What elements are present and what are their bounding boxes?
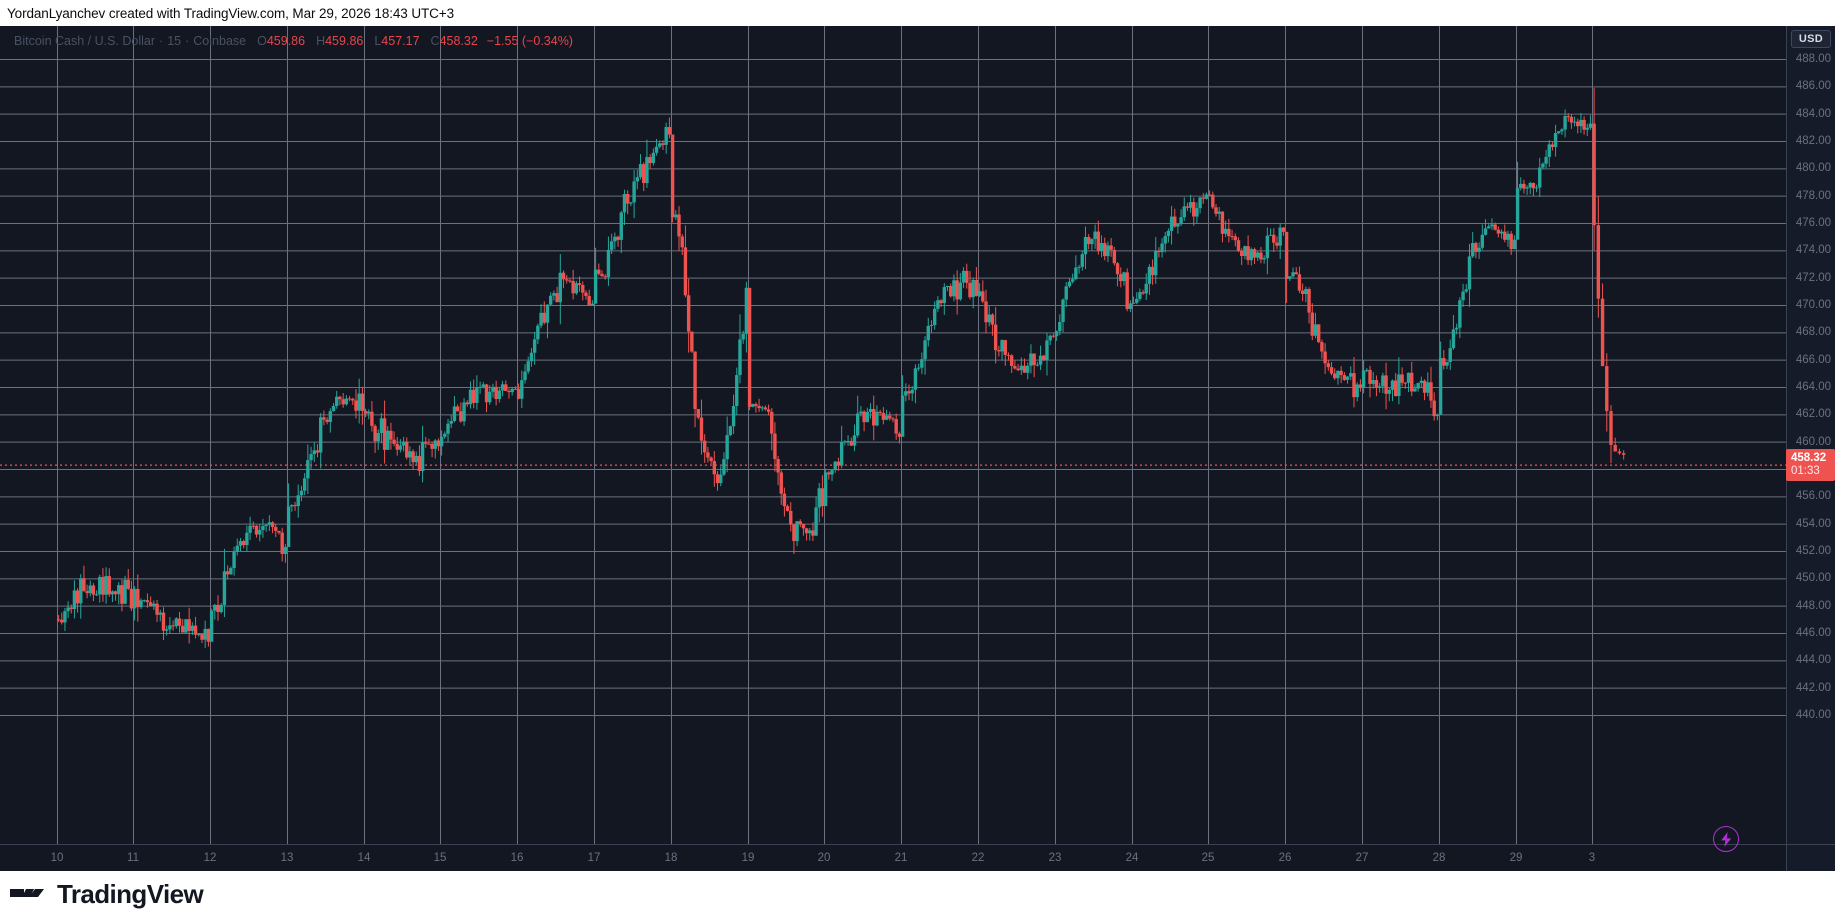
time-axis-tick: 22 (971, 852, 985, 864)
price-axis-tick: 476.00 (1795, 217, 1831, 229)
currency-badge[interactable]: USD (1790, 30, 1831, 48)
price-axis-tick: 488.00 (1795, 53, 1831, 65)
time-axis[interactable]: 10 11 12 13 14 15 16 17 18 19 20 21 22 23 24 25 26 27 28 29… (0, 844, 1786, 871)
tradingview-wordmark: TradingView (57, 878, 204, 909)
lightning-bolt-icon[interactable] (1713, 826, 1739, 852)
time-axis-tick: 11 (127, 852, 139, 864)
price-axis-tick: 470.00 (1795, 299, 1831, 311)
chart-frame[interactable]: Bitcoin Cash / U.S. Dollar · 15 · Coinba… (0, 26, 1835, 871)
time-axis-tick: 17 (587, 852, 601, 864)
price-axis-tick: 474.00 (1795, 244, 1831, 257)
time-axis-tick: 26 (1278, 852, 1292, 864)
price-axis-tick: 452.00 (1795, 545, 1831, 557)
price-axis-tick: 478.00 (1795, 189, 1831, 202)
time-axis-tick: 3 (1588, 852, 1596, 864)
price-axis-tick: 450.00 (1795, 572, 1831, 585)
price-axis-tick: 466.00 (1795, 353, 1831, 366)
axis-corner (1786, 844, 1835, 871)
bar-countdown: 01:33 (1791, 464, 1820, 477)
lightning-glyph (1720, 831, 1731, 847)
tradingview-logo-icon (10, 889, 44, 897)
price-axis-tick: 484.00 (1795, 107, 1831, 120)
price-axis[interactable]: USD 488.00 486.00 484.00 482.00 480.00 478.00… (1786, 26, 1835, 871)
time-axis-tick: 25 (1201, 852, 1215, 864)
price-axis-tick: 486.00 (1795, 80, 1831, 93)
time-axis-tick: 15 (433, 852, 447, 864)
price-axis-tick: 460.00 (1795, 435, 1831, 448)
price-axis-tick: 468.00 (1795, 326, 1831, 339)
price-axis-tick: 456.00 (1795, 490, 1831, 503)
price-axis-tick: 444.00 (1795, 654, 1831, 667)
price-axis-tick: 472.00 (1795, 271, 1831, 284)
tradingview-brand-bar: TradingView (0, 871, 1835, 917)
time-axis-tick: 16 (510, 852, 524, 864)
time-axis-tick: 12 (203, 852, 217, 864)
price-axis-tick: 448.00 (1795, 599, 1831, 612)
price-axis-tick: 482.00 (1795, 135, 1831, 147)
time-axis-tick: 29 (1509, 852, 1523, 864)
time-axis-tick: 19 (741, 852, 755, 864)
attribution-bar: YordanLyanchev created with TradingView.… (0, 0, 1835, 26)
candle-series (56, 87, 1626, 648)
grid-lines (0, 26, 1786, 844)
chart-plot-area[interactable] (0, 26, 1786, 844)
price-axis-tick: 462.00 (1795, 408, 1831, 421)
time-axis-tick: 14 (357, 852, 371, 864)
price-axis-tick: 442.00 (1795, 681, 1831, 694)
time-axis-tick: 28 (1432, 852, 1446, 864)
price-axis-tick: 480.00 (1795, 162, 1831, 175)
price-axis-tick: 440.00 (1795, 709, 1831, 721)
price-axis-tick: 454.00 (1795, 517, 1831, 530)
attribution-text: YordanLyanchev created with TradingView.… (7, 5, 454, 21)
time-axis-tick: 13 (280, 852, 294, 864)
candlestick-canvas (0, 26, 1786, 844)
time-axis-tick: 23 (1048, 852, 1062, 864)
time-axis-tick: 24 (1125, 852, 1139, 864)
time-axis-tick: 20 (817, 852, 831, 864)
time-axis-tick: 18 (664, 852, 678, 864)
time-axis-tick: 27 (1355, 852, 1369, 864)
price-axis-tick: 464.00 (1795, 381, 1831, 393)
price-axis-tick: 446.00 (1795, 627, 1831, 639)
current-price-value: 458.32 (1791, 451, 1827, 464)
time-axis-tick: 10 (50, 852, 64, 864)
current-price-tag: 458.32 01:33 (1786, 448, 1835, 481)
time-axis-tick: 21 (894, 852, 908, 864)
